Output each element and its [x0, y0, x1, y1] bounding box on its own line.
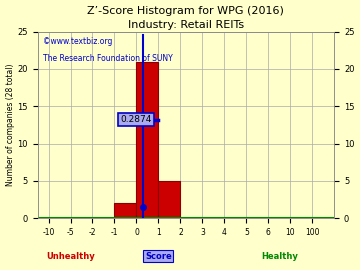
- Text: Healthy: Healthy: [261, 252, 298, 261]
- Bar: [136, 62, 158, 218]
- Text: 0.2874: 0.2874: [121, 115, 152, 124]
- Y-axis label: Number of companies (28 total): Number of companies (28 total): [5, 64, 14, 186]
- Text: ©www.textbiz.org: ©www.textbiz.org: [44, 37, 113, 46]
- Bar: [114, 203, 136, 218]
- Text: Unhealthy: Unhealthy: [46, 252, 95, 261]
- Bar: [158, 181, 180, 218]
- Text: The Research Foundation of SUNY: The Research Foundation of SUNY: [44, 54, 173, 63]
- Text: Score: Score: [145, 252, 172, 261]
- Title: Z’-Score Histogram for WPG (2016)
Industry: Retail REITs: Z’-Score Histogram for WPG (2016) Indust…: [87, 6, 284, 29]
